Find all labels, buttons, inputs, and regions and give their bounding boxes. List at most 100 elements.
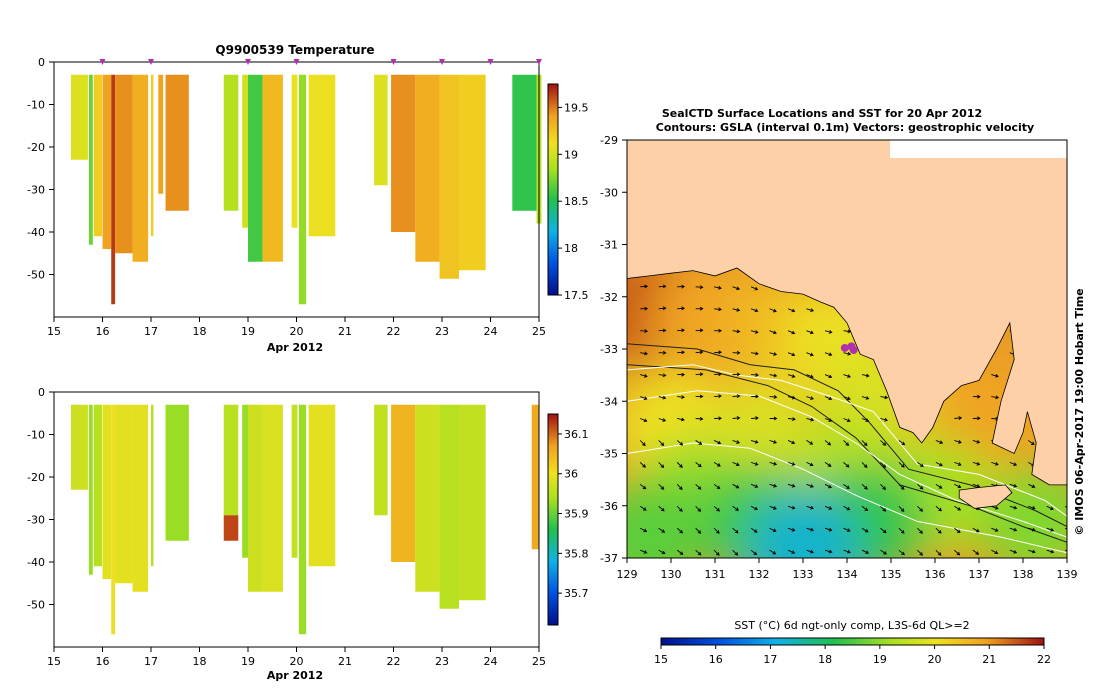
velocity-arrow-head bbox=[1050, 506, 1054, 511]
copyright-label: © IMOS 06-Apr-2017 19:00 Hobart Time bbox=[1073, 288, 1086, 535]
map-x-tick-label: 138 bbox=[1013, 568, 1034, 581]
velocity-arrow bbox=[824, 374, 832, 378]
velocity-arrow-head bbox=[734, 529, 739, 534]
velocity-arrow bbox=[787, 505, 795, 509]
velocity-arrow-head bbox=[919, 485, 924, 490]
velocity-arrow-head bbox=[642, 442, 646, 447]
gsla-contour-0 bbox=[627, 364, 1067, 517]
temperature-profiles bbox=[70, 74, 542, 305]
velocity-arrow-head bbox=[810, 308, 815, 312]
velocity-arrow-head bbox=[919, 530, 923, 534]
x-tick-label: 21 bbox=[338, 655, 352, 668]
velocity-arrow bbox=[640, 418, 647, 422]
velocity-arrow-head bbox=[679, 508, 683, 512]
velocity-arrow bbox=[954, 527, 961, 533]
x-tick-label: 15 bbox=[47, 325, 61, 338]
velocity-arrow bbox=[714, 395, 722, 397]
velocity-arrow bbox=[1028, 483, 1035, 488]
velocity-arrow-head bbox=[644, 329, 649, 333]
velocity-arrow-head bbox=[717, 440, 722, 445]
profile-column-2 bbox=[93, 74, 103, 237]
velocity-arrow-head bbox=[697, 508, 702, 512]
velocity-arrow-head bbox=[660, 507, 665, 512]
profile-column-16 bbox=[308, 74, 336, 237]
velocity-arrow bbox=[787, 396, 795, 399]
velocity-arrow-head bbox=[864, 507, 869, 512]
velocity-arrow bbox=[787, 352, 795, 356]
velocity-arrow bbox=[640, 374, 648, 377]
velocity-arrow bbox=[935, 549, 942, 556]
velocity-arrow-head bbox=[753, 529, 758, 533]
profile-column-1 bbox=[88, 404, 93, 575]
velocity-arrow-head bbox=[699, 328, 704, 333]
velocity-arrow-head bbox=[662, 373, 667, 378]
profile-column-15 bbox=[298, 404, 307, 635]
profile-column-11 bbox=[242, 404, 248, 558]
velocity-arrow-head bbox=[1069, 550, 1072, 553]
velocity-arrow bbox=[917, 505, 923, 512]
velocity-arrow bbox=[750, 330, 758, 333]
velocity-arrow-head bbox=[865, 418, 870, 422]
velocity-arrow bbox=[769, 352, 777, 356]
velocity-arrow-head bbox=[882, 529, 887, 534]
velocity-arrow-head bbox=[884, 417, 889, 422]
velocity-arrow bbox=[824, 462, 832, 467]
velocity-arrow-head bbox=[715, 552, 720, 556]
velocity-arrow-head bbox=[662, 418, 667, 422]
velocity-arrow bbox=[1064, 505, 1067, 508]
profile-column-19 bbox=[415, 404, 440, 592]
velocity-arrow bbox=[750, 461, 758, 466]
velocity-arrow bbox=[1009, 527, 1017, 531]
velocity-arrow-head bbox=[791, 352, 796, 357]
velocity-arrow-head bbox=[681, 284, 686, 289]
salinity-x-label: Apr 2012 bbox=[267, 669, 323, 682]
profile-column-9 bbox=[223, 404, 239, 516]
map-y-tick-label: -29 bbox=[600, 134, 618, 147]
velocity-arrow bbox=[658, 462, 664, 468]
y-tick-label: -20 bbox=[27, 471, 45, 484]
profile-column-22 bbox=[512, 74, 537, 211]
velocity-arrow-head bbox=[773, 352, 778, 356]
velocity-arrow-head bbox=[900, 486, 905, 490]
x-tick-label: 25 bbox=[532, 655, 546, 668]
velocity-arrow bbox=[639, 527, 647, 532]
velocity-arrow bbox=[732, 527, 739, 534]
profile-column-6 bbox=[132, 74, 149, 262]
velocity-arrow-head bbox=[662, 395, 667, 400]
velocity-arrow bbox=[843, 440, 849, 446]
velocity-arrow-head bbox=[643, 550, 648, 554]
velocity-arrow-head bbox=[827, 441, 832, 446]
velocity-arrow-head bbox=[735, 484, 740, 489]
velocity-arrow-head bbox=[644, 284, 649, 289]
colorbar-tick-label: 17.5 bbox=[564, 289, 589, 302]
velocity-arrow-head bbox=[699, 394, 704, 399]
velocity-arrow bbox=[861, 462, 868, 468]
velocity-arrow bbox=[880, 440, 886, 446]
profile-column-17 bbox=[374, 404, 388, 516]
y-tick-label: -40 bbox=[27, 556, 45, 569]
velocity-arrow bbox=[1028, 549, 1036, 553]
velocity-arrow bbox=[806, 374, 814, 378]
x-tick-label: 22 bbox=[387, 655, 401, 668]
velocity-arrow bbox=[640, 396, 647, 400]
velocity-arrow bbox=[1028, 440, 1035, 445]
kangaroo-island bbox=[958, 484, 1013, 509]
salinity-colorbar: 35.7 35.8 35.9 36 36.1 bbox=[547, 413, 589, 626]
map-title: SealCTD Surface Locations and SST for 20… bbox=[662, 107, 982, 120]
sst-colorbar-tick-label: 20 bbox=[928, 653, 942, 666]
sst-colorbar-tick-label: 22 bbox=[1037, 653, 1051, 666]
velocity-arrow bbox=[935, 505, 942, 512]
velocity-arrow-head bbox=[754, 308, 759, 313]
velocity-arrow-head bbox=[810, 330, 814, 335]
velocity-arrow-head bbox=[900, 530, 905, 534]
velocity-arrow-head bbox=[1068, 529, 1071, 532]
velocity-arrow-head bbox=[864, 528, 869, 533]
y-tick-label: -20 bbox=[27, 141, 45, 154]
sst-colorbar-tick-label: 17 bbox=[763, 653, 777, 666]
velocity-arrow bbox=[861, 396, 869, 400]
velocity-arrow-head bbox=[773, 506, 777, 510]
velocity-arrow bbox=[1028, 505, 1036, 510]
velocity-arrow-head bbox=[679, 529, 684, 534]
sst-colorbar-ramp bbox=[660, 637, 1045, 646]
profile-column-19 bbox=[415, 74, 440, 262]
